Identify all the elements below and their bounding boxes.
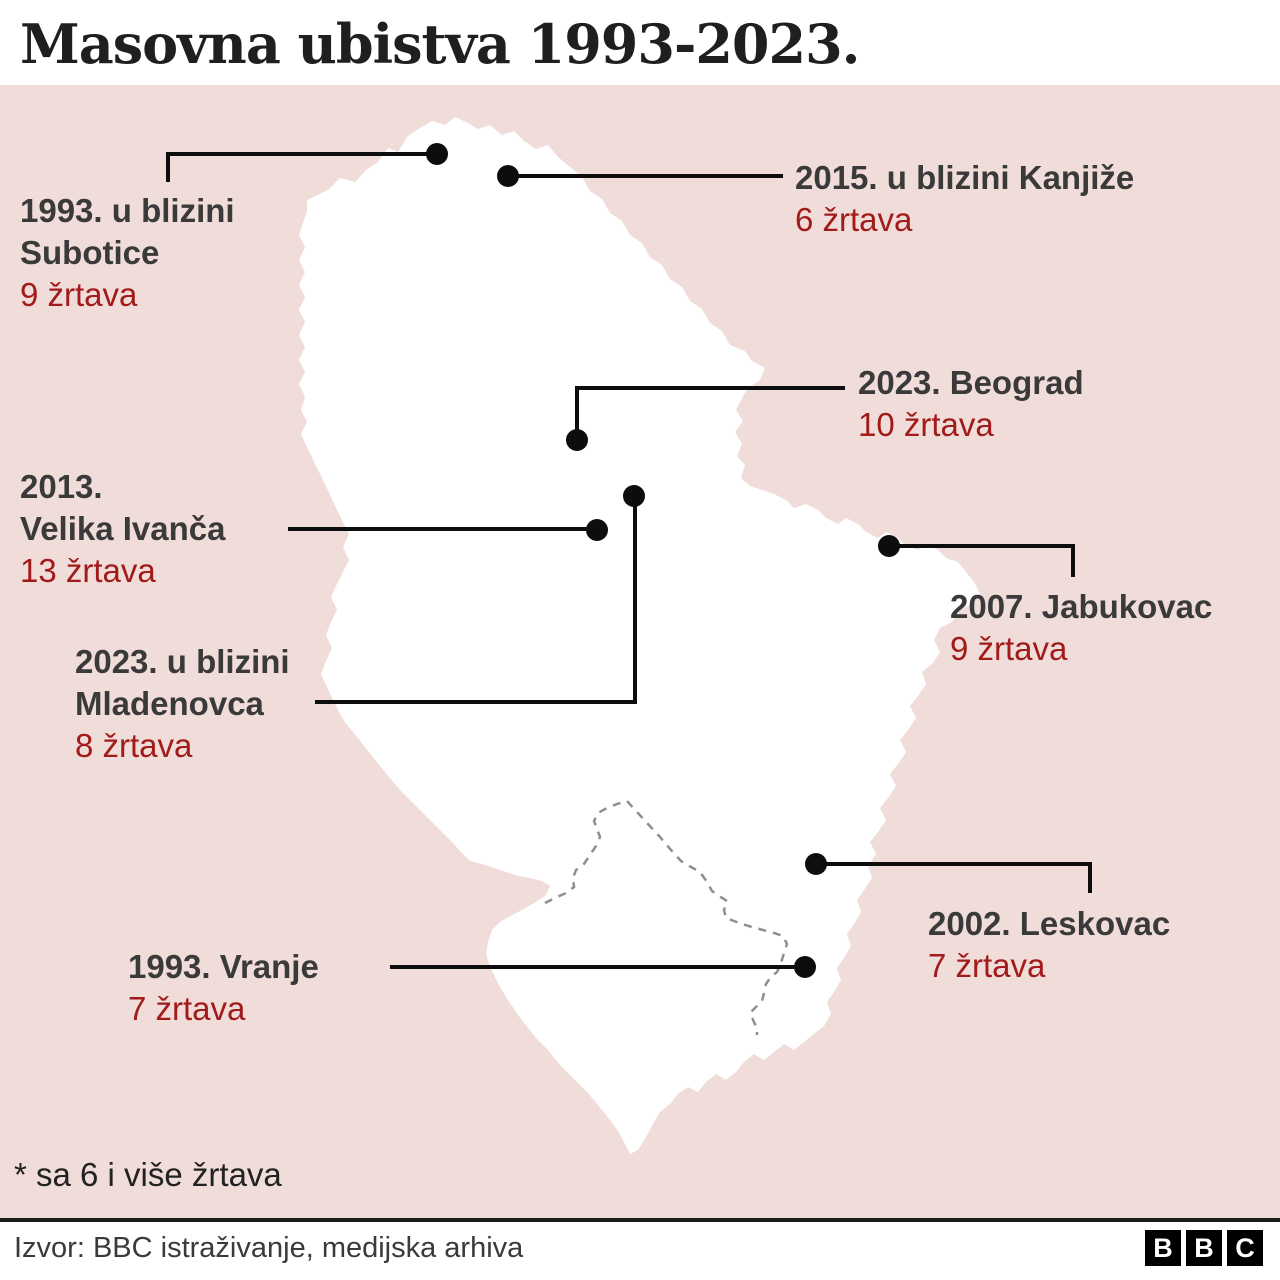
- source-credit: Izvor: BBC istraživanje, medijska arhiva: [14, 1232, 524, 1264]
- connector-jabukovac: [889, 544, 1075, 577]
- label-ivanca-line2: Velika Ivanča: [20, 510, 226, 547]
- label-mladenovca-line2: Mladenovca: [75, 685, 264, 722]
- marker-dot-ivanca: [586, 519, 608, 541]
- marker-dot-subotica: [426, 143, 448, 165]
- label-leskovac-victims: 7 žrtava: [928, 947, 1046, 984]
- marker-dot-mladenovca: [623, 485, 645, 507]
- label-jabukovac-victims: 9 žrtava: [950, 630, 1068, 667]
- label-kanjiza-line1: 2015. u blizini Kanjiže: [795, 159, 1135, 196]
- connector-mladenovca: [315, 496, 637, 704]
- label-vranje-line1: 1993. Vranje: [128, 948, 319, 985]
- marker-dot-kanjiza: [497, 165, 519, 187]
- label-kanjiza-victims: 6 žrtava: [795, 201, 913, 238]
- label-mladenovca: 2023. u blizini Mladenovca 8 žrtava: [75, 641, 290, 767]
- marker-dot-beograd: [566, 429, 588, 451]
- marker-dots: [426, 143, 900, 978]
- label-beograd-victims: 10 žrtava: [858, 406, 994, 443]
- page-title: Masovna ubistva 1993-2023.: [20, 12, 860, 76]
- bbc-logo-letter-c: C: [1227, 1230, 1263, 1266]
- label-vranje-victims: 7 žrtava: [128, 990, 246, 1027]
- label-subotica-line2: Subotice: [20, 234, 160, 271]
- connector-lines: [166, 152, 1092, 969]
- footer-separator-line: [0, 1218, 1280, 1222]
- marker-dot-vranje: [794, 956, 816, 978]
- label-leskovac-line1: 2002. Leskovac: [928, 905, 1171, 942]
- label-jabukovac: 2007. Jabukovac 9 žrtava: [950, 586, 1212, 670]
- label-beograd-line1: 2023. Beograd: [858, 364, 1084, 401]
- footnote: * sa 6 i više žrtava: [14, 1156, 282, 1193]
- marker-dot-jabukovac: [878, 535, 900, 557]
- label-ivanca: 2013. Velika Ivanča 13 žrtava: [20, 466, 226, 592]
- connector-beograd: [575, 386, 845, 440]
- serbia-map-shape: [299, 117, 980, 1154]
- label-subotica: 1993. u blizini Subotice 9 žrtava: [20, 190, 235, 316]
- label-kanjiza: 2015. u blizini Kanjiže 6 žrtava: [795, 157, 1134, 241]
- label-mladenovca-victims: 8 žrtava: [75, 727, 193, 764]
- connector-subotica: [166, 152, 437, 182]
- label-jabukovac-line1: 2007. Jabukovac: [950, 588, 1213, 625]
- label-leskovac: 2002. Leskovac 7 žrtava: [928, 903, 1170, 987]
- label-beograd: 2023. Beograd 10 žrtava: [858, 362, 1084, 446]
- bbc-logo: B B C: [1145, 1230, 1263, 1266]
- label-ivanca-line1: 2013.: [20, 468, 103, 505]
- bbc-logo-letter-b2: B: [1186, 1230, 1222, 1266]
- label-mladenovca-line1: 2023. u blizini: [75, 643, 290, 680]
- label-subotica-line1: 1993. u blizini: [20, 192, 235, 229]
- label-vranje: 1993. Vranje 7 žrtava: [128, 946, 319, 1030]
- connector-leskovac: [816, 862, 1092, 893]
- label-subotica-victims: 9 žrtava: [20, 276, 138, 313]
- bbc-logo-letter-b1: B: [1145, 1230, 1181, 1266]
- marker-dot-leskovac: [805, 853, 827, 875]
- kosovo-dashed-border: [544, 799, 789, 1035]
- label-ivanca-victims: 13 žrtava: [20, 552, 156, 589]
